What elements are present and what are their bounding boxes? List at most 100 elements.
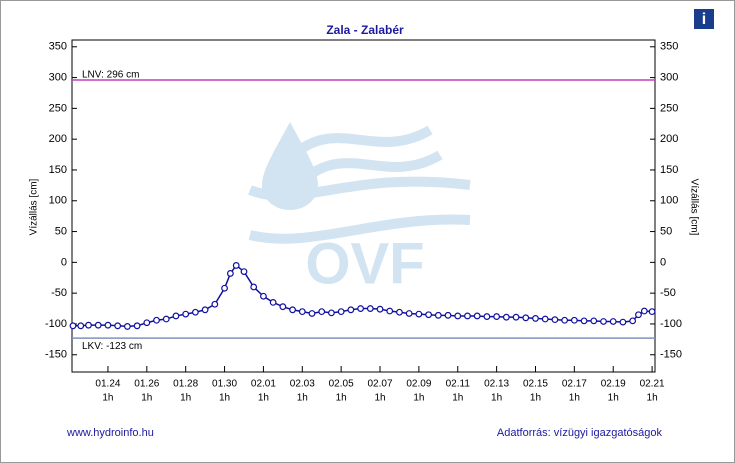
data-point [162, 315, 170, 323]
data-point [114, 322, 122, 330]
data-point [396, 308, 403, 316]
data-point [298, 308, 306, 316]
y-tick-label: -150 [45, 349, 67, 361]
data-point [232, 262, 240, 269]
data-point [269, 298, 277, 306]
data-point [172, 312, 180, 320]
x-tick-label: 02.05 [329, 379, 354, 390]
x-tick-label: 02.15 [523, 379, 548, 390]
y2-tick-label: 0 [660, 256, 666, 268]
data-point [347, 306, 355, 314]
data-point [308, 310, 316, 317]
data-point [77, 322, 85, 330]
x-tick-label: 02.17 [562, 379, 587, 390]
data-point [85, 321, 92, 329]
threshold-label: LKV: -123 cm [82, 341, 142, 352]
x-tick-hour-label: 1h [258, 393, 269, 404]
data-point [619, 318, 627, 326]
x-tick-hour-label: 1h [374, 393, 385, 404]
x-tick-label: 01.30 [212, 379, 237, 390]
y-tick-label: 250 [49, 102, 67, 114]
x-tick-label: 01.26 [134, 379, 159, 390]
x-tick-label: 01.28 [173, 379, 198, 390]
x-tick-hour-label: 1h [608, 393, 619, 404]
x-tick-label: 02.07 [368, 379, 393, 390]
x-tick-label: 02.13 [484, 379, 509, 390]
data-point [483, 313, 491, 320]
y-axis-label: Vízállás [cm] [29, 178, 40, 235]
x-tick-hour-label: 1h [336, 393, 347, 404]
data-point [570, 316, 578, 324]
y2-tick-label: -100 [660, 318, 682, 330]
data-point [376, 305, 384, 313]
data-point [328, 309, 335, 317]
data-point [405, 310, 413, 317]
watermark-text: OVF [305, 231, 424, 296]
y2-tick-label: 250 [660, 102, 678, 114]
info-icon[interactable]: i [702, 11, 706, 28]
y-tick-label: 50 [55, 225, 67, 237]
data-point [240, 268, 248, 275]
data-point [444, 311, 452, 319]
y-tick-label: 350 [49, 41, 67, 53]
x-tick-label: 01.24 [95, 379, 120, 390]
data-point [648, 308, 656, 316]
y2-axis-label: Vízállás [cm] [688, 179, 699, 236]
x-tick-hour-label: 1h [180, 393, 191, 404]
x-tick-hour-label: 1h [297, 393, 308, 404]
x-tick-hour-label: 1h [219, 393, 230, 404]
data-point [279, 303, 287, 311]
data-point [522, 314, 530, 322]
data-point [541, 315, 549, 323]
x-tick-hour-label: 1h [530, 393, 541, 404]
data-point [289, 306, 296, 314]
y-tick-label: -50 [51, 287, 67, 299]
y-tick-label: -100 [45, 318, 67, 330]
data-point [104, 321, 112, 329]
data-point [182, 310, 190, 318]
x-tick-hour-label: 1h [647, 393, 658, 404]
data-point [493, 313, 501, 320]
chart-title: Zala - Zalabér [326, 23, 404, 37]
x-tick-label: 02.01 [251, 379, 276, 390]
data-point [434, 311, 442, 319]
data-point [153, 316, 160, 324]
y2-tick-label: 150 [660, 164, 678, 176]
data-point [532, 315, 539, 322]
y-tick-label: 0 [61, 256, 67, 268]
x-tick-label: 02.19 [601, 379, 626, 390]
data-point [609, 318, 617, 325]
footer-left: www.hydroinfo.hu [66, 427, 154, 439]
data-point [201, 306, 209, 314]
data-point [561, 316, 569, 324]
data-point [94, 321, 102, 329]
y-tick-label: 100 [49, 195, 67, 207]
data-point [473, 312, 481, 320]
x-tick-hour-label: 1h [569, 393, 580, 404]
data-point [551, 316, 559, 324]
data-point [629, 317, 637, 325]
y-tick-label: 300 [49, 71, 67, 83]
data-point [226, 270, 234, 277]
data-point [192, 308, 199, 316]
data-point [512, 313, 520, 321]
data-point [635, 311, 642, 319]
data-point [386, 307, 394, 315]
footer-right: Adatforrás: vízügyi igazgatóságok [497, 427, 663, 439]
data-point [337, 308, 345, 316]
data-point [590, 317, 598, 325]
info-button[interactable] [694, 9, 714, 29]
x-tick-hour-label: 1h [452, 393, 463, 404]
y2-tick-label: 300 [660, 71, 678, 83]
y2-tick-label: 200 [660, 133, 678, 145]
y2-tick-label: 50 [660, 225, 672, 237]
y2-tick-label: -150 [660, 349, 682, 361]
data-point [143, 319, 151, 327]
data-point [318, 308, 326, 316]
x-tick-hour-label: 1h [141, 393, 152, 404]
data-point [464, 312, 471, 320]
data-point [211, 300, 219, 308]
data-point [502, 313, 510, 321]
x-tick-label: 02.09 [406, 379, 431, 390]
